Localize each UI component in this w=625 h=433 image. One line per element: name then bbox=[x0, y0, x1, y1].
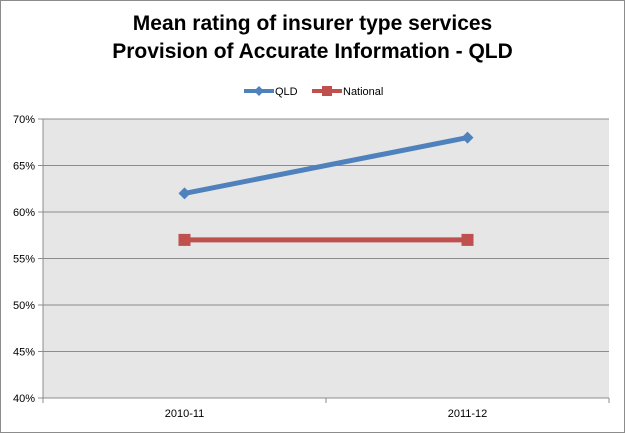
chart-title-line-1: Mean rating of insurer type services bbox=[132, 12, 493, 35]
y-tick-label: 55% bbox=[13, 254, 35, 266]
axes: 40% 45% 50% 55% 60% 65% 70% 2010-11 2011-12 bbox=[13, 114, 610, 420]
legend: QLD National bbox=[244, 86, 383, 98]
legend-marker bbox=[322, 86, 332, 96]
data-point-qld bbox=[461, 131, 474, 144]
data-point-qld bbox=[178, 187, 191, 200]
chart-title-line-2: Provision of Accurate Information - QLD bbox=[112, 40, 513, 63]
legend-item-qld: QLD bbox=[244, 86, 298, 98]
legend-item-national: National bbox=[312, 86, 383, 98]
series-national bbox=[178, 233, 474, 246]
series-line-qld bbox=[184, 135, 468, 196]
x-tick-label: 2010-11 bbox=[165, 408, 205, 420]
series-group bbox=[178, 131, 474, 246]
data-point-national bbox=[178, 233, 191, 246]
y-tick-label: 70% bbox=[13, 114, 35, 126]
legend-marker bbox=[254, 86, 264, 96]
y-tick-label: 60% bbox=[13, 207, 35, 219]
legend-label: National bbox=[343, 86, 383, 98]
x-tick-label: 2011-12 bbox=[448, 408, 488, 420]
series-qld bbox=[178, 131, 474, 200]
data-point-national bbox=[461, 233, 474, 246]
y-tick-label: 40% bbox=[13, 393, 35, 405]
y-tick-label: 45% bbox=[13, 347, 35, 359]
legend-label: QLD bbox=[275, 86, 298, 98]
y-tick-label: 65% bbox=[13, 161, 35, 173]
chart-title: Mean rating of insurer type services Pro… bbox=[0, 10, 625, 66]
y-tick-label: 50% bbox=[13, 300, 35, 312]
